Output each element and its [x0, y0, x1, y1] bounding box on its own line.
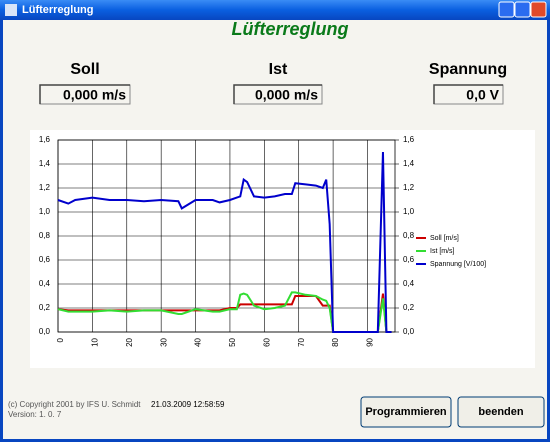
y2-tick-label: 0,2	[403, 303, 415, 312]
series-line	[57, 151, 392, 333]
y2-tick-label: 1,0	[403, 207, 415, 216]
x-tick-label: 60	[262, 337, 271, 346]
y-tick-label: 0,2	[39, 303, 51, 312]
heading: Lüfterreglung	[232, 19, 349, 39]
readout-label: Ist	[269, 61, 288, 78]
readout-bevel	[433, 84, 503, 104]
title-bar	[0, 0, 550, 20]
readout-bevel	[39, 84, 130, 104]
legend-label: Ist [m/s]	[430, 248, 455, 255]
plot-border	[57, 139, 396, 333]
x-tick-label: 90	[366, 337, 375, 346]
x-tick-label: 10	[90, 337, 99, 346]
readout-value: 0,000 m/s	[63, 87, 126, 103]
close-button[interactable]	[530, 1, 547, 18]
y-tick-label: 0,6	[39, 255, 51, 264]
maximize-button[interactable]	[514, 1, 531, 18]
readout-value: 0,0 V	[466, 87, 499, 103]
legend-label: Soll [m/s]	[430, 235, 459, 242]
y-tick-label: 1,6	[39, 135, 51, 144]
app-icon	[5, 4, 17, 16]
x-tick-label: 0	[56, 337, 65, 342]
exit-button[interactable]	[457, 396, 545, 428]
x-tick-label: 40	[194, 337, 203, 346]
x-tick-label: 30	[159, 337, 168, 346]
readout-label: Soll	[70, 61, 99, 78]
readout-label: Spannung	[429, 61, 507, 78]
window-title: Lüfterreglung	[22, 4, 94, 16]
exit-button-label[interactable]: beenden	[478, 406, 524, 418]
x-tick-label: 20	[125, 337, 134, 346]
y-tick-label: 0,8	[39, 231, 51, 240]
readout-value: 0,000 m/s	[255, 87, 318, 103]
y-tick-label: 1,4	[39, 159, 51, 168]
program-button-label[interactable]: Programmieren	[365, 406, 447, 418]
y2-tick-label: 0,4	[403, 279, 415, 288]
version: Version: 1. 0. 7	[8, 410, 62, 419]
y-tick-label: 0,0	[39, 327, 51, 336]
y-tick-label: 1,2	[39, 183, 51, 192]
y-tick-label: 0,4	[39, 279, 51, 288]
minimize-button[interactable]	[498, 1, 515, 18]
timestamp: 21.03.2009 12:58:59	[151, 400, 225, 409]
y2-tick-label: 0,8	[403, 231, 415, 240]
y2-tick-label: 0,6	[403, 255, 415, 264]
program-button[interactable]	[360, 396, 452, 428]
x-tick-label: 70	[297, 337, 306, 346]
x-tick-label: 80	[331, 337, 340, 346]
x-tick-label: 50	[228, 337, 237, 346]
y2-tick-label: 1,4	[403, 159, 415, 168]
y2-tick-label: 0,0	[403, 327, 415, 336]
copyright: (c) Copyright 2001 by IFS U. Schmidt	[8, 400, 141, 409]
chart-panel	[30, 130, 535, 368]
y2-tick-label: 1,6	[403, 135, 415, 144]
y-tick-label: 1,0	[39, 207, 51, 216]
y2-tick-label: 1,2	[403, 183, 415, 192]
readout-bevel	[233, 84, 322, 104]
legend-label: Spannung [V/100]	[430, 261, 486, 268]
